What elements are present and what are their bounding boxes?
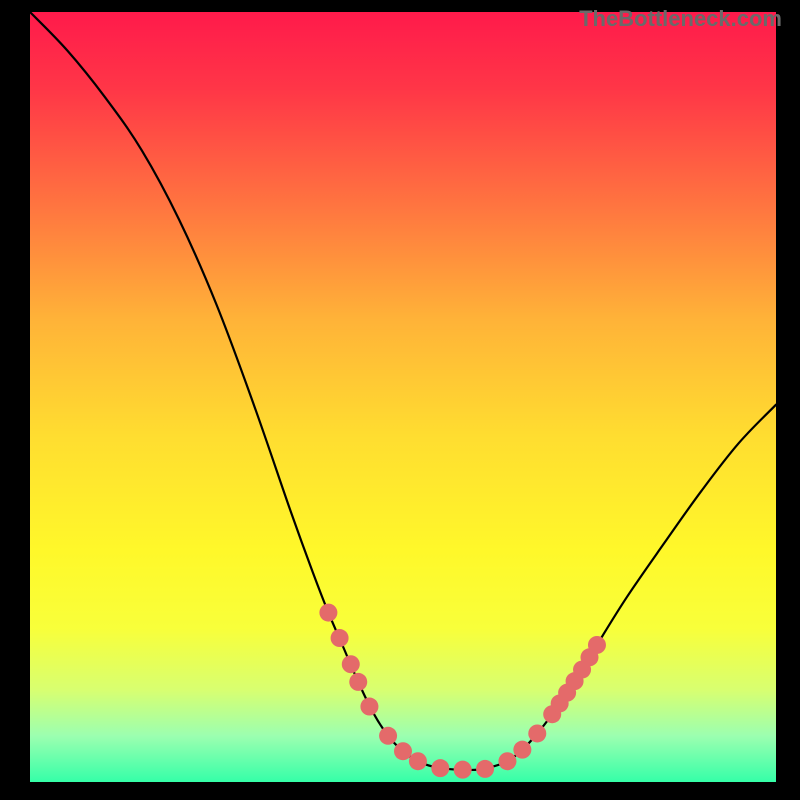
- plot-area: [30, 12, 776, 782]
- marker-point: [588, 636, 606, 654]
- marker-point: [349, 673, 367, 691]
- marker-point: [319, 604, 337, 622]
- bottleneck-curve: [30, 12, 776, 770]
- marker-point: [331, 629, 349, 647]
- marker-point: [409, 752, 427, 770]
- marker-point: [394, 742, 412, 760]
- marker-point: [431, 759, 449, 777]
- marker-point: [342, 655, 360, 673]
- chart-stage: TheBottleneck.com: [0, 0, 800, 800]
- marker-point: [379, 727, 397, 745]
- marker-point: [513, 741, 531, 759]
- curve-layer: [30, 12, 776, 782]
- marker-point: [498, 752, 516, 770]
- marker-point: [476, 760, 494, 778]
- watermark-text: TheBottleneck.com: [579, 6, 782, 32]
- marker-point: [454, 761, 472, 779]
- marker-point: [360, 698, 378, 716]
- marker-point: [528, 724, 546, 742]
